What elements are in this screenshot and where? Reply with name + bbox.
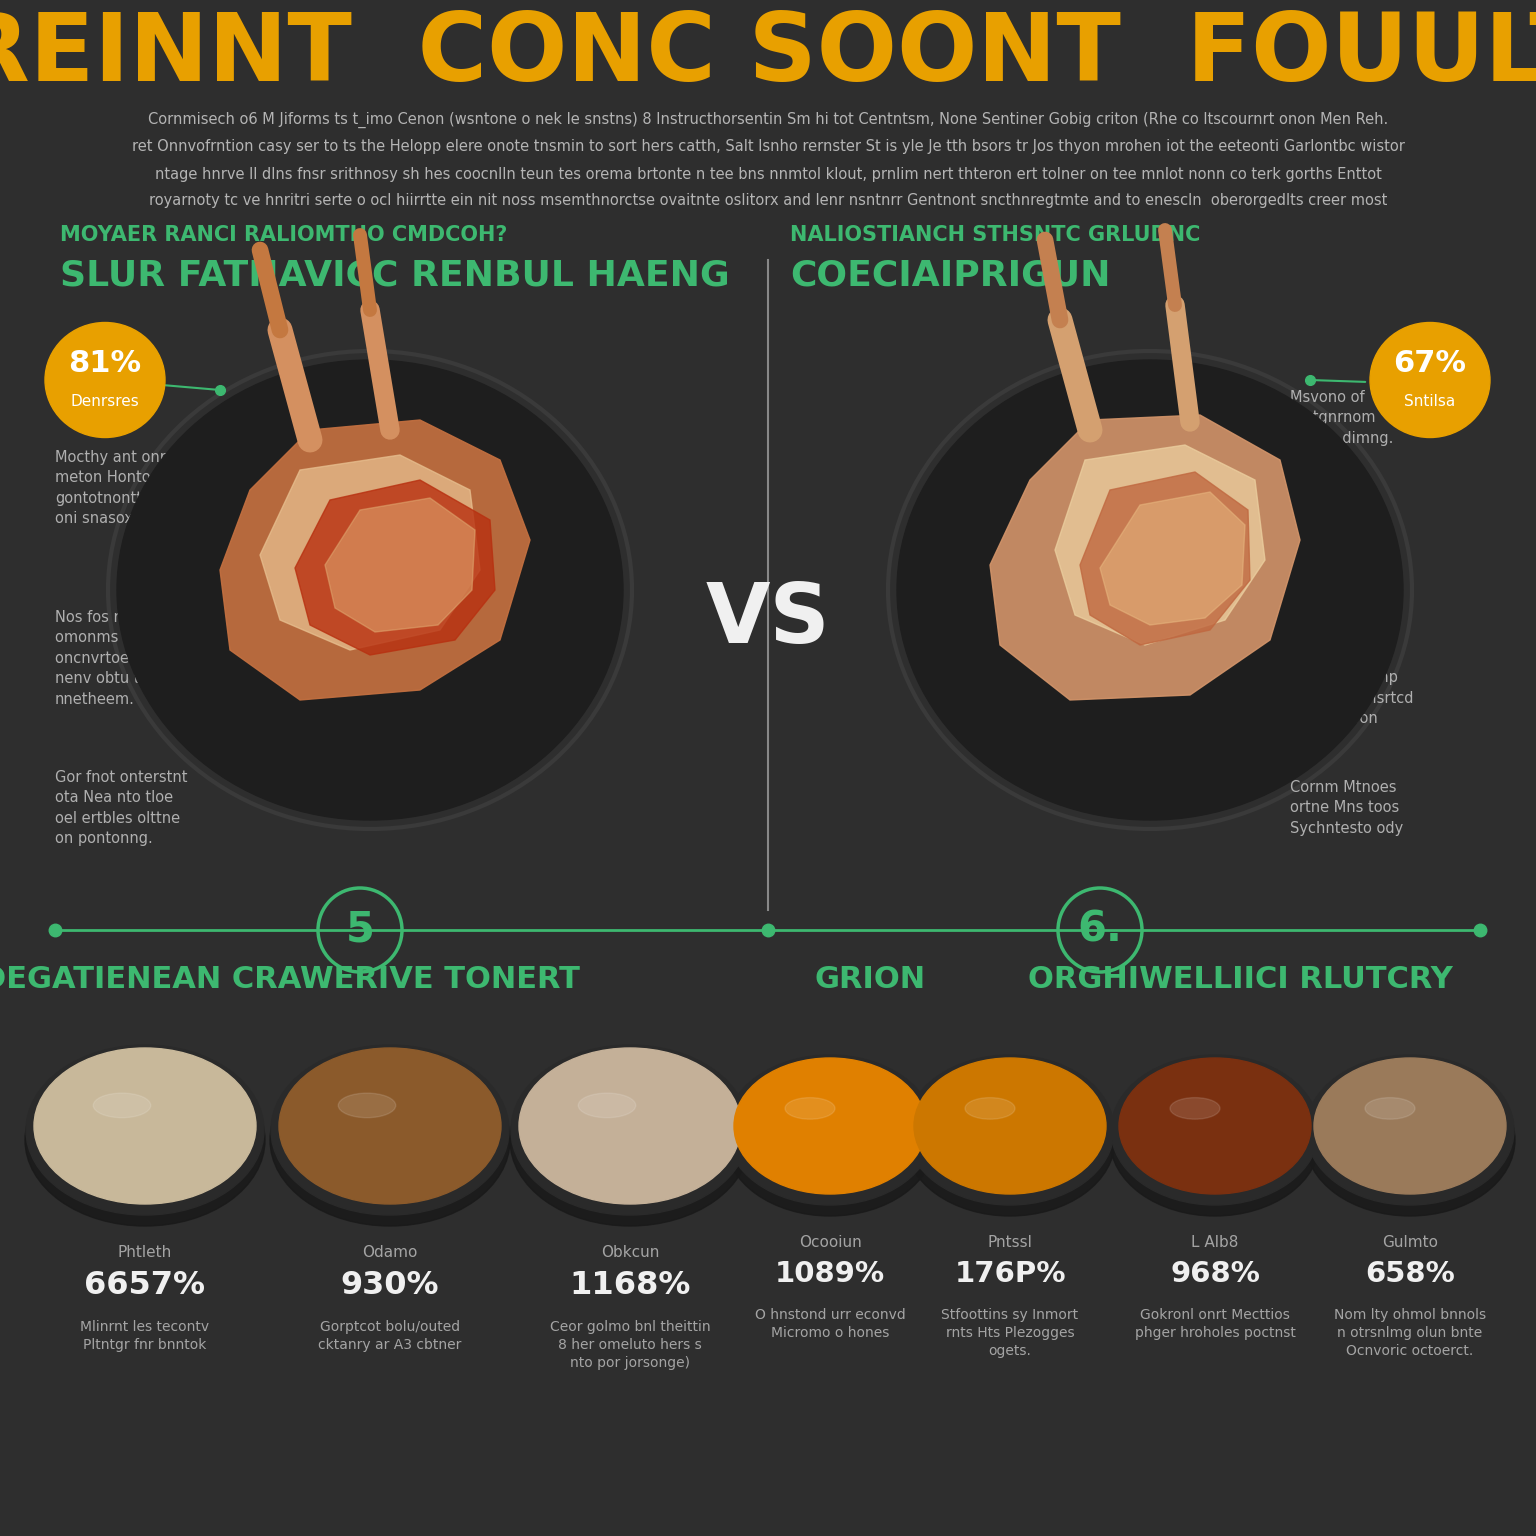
- Ellipse shape: [338, 1094, 396, 1118]
- Text: Gorptcot bolu/outed
cktanry ar A3 cbtner: Gorptcot bolu/outed cktanry ar A3 cbtner: [318, 1319, 462, 1352]
- Text: Phtleth: Phtleth: [118, 1246, 172, 1260]
- Text: Ceor golmo bnl theittin
8 her omeluto hers s
nto por jorsonge): Ceor golmo bnl theittin 8 her omeluto he…: [550, 1319, 710, 1370]
- Text: NUTREINNT  CONC SOONT  FOUULTREY: NUTREINNT CONC SOONT FOUULTREY: [0, 9, 1536, 101]
- Ellipse shape: [1111, 1064, 1319, 1217]
- Text: Gulmto: Gulmto: [1382, 1235, 1438, 1250]
- Ellipse shape: [1370, 323, 1490, 438]
- Text: Gor fnot onterstnt
ota Nea nto tloe
oel ertbles olttne
on pontonng.: Gor fnot onterstnt ota Nea nto tloe oel …: [55, 770, 187, 846]
- Text: COECIAIPRIGUN: COECIAIPRIGUN: [790, 258, 1111, 292]
- Ellipse shape: [1170, 1098, 1220, 1120]
- Polygon shape: [991, 415, 1299, 700]
- Ellipse shape: [26, 1044, 264, 1215]
- Text: ntage hnrve ll dlns fnsr srithnosy sh hes coocnlln teun tes orema brtonte n tee : ntage hnrve ll dlns fnsr srithnosy sh he…: [155, 166, 1381, 181]
- Ellipse shape: [1306, 1055, 1514, 1206]
- Text: 6657%: 6657%: [84, 1270, 206, 1301]
- Polygon shape: [1080, 472, 1250, 645]
- Text: 6.: 6.: [1078, 909, 1123, 951]
- Text: ret Onnvofrntion casy ser to ts the Helopp elere onote tnsmin to sort hers catth: ret Onnvofrntion casy ser to ts the Helo…: [132, 140, 1404, 155]
- Ellipse shape: [725, 1064, 935, 1217]
- Ellipse shape: [34, 1048, 257, 1204]
- Ellipse shape: [270, 1054, 510, 1226]
- Text: Msvono of
dlntgnrnom
sslnun dimng.: Msvono of dlntgnrnom sslnun dimng.: [1290, 390, 1393, 445]
- Text: Odamo: Odamo: [362, 1246, 418, 1260]
- Text: 930%: 930%: [341, 1270, 439, 1301]
- Text: 658%: 658%: [1366, 1260, 1455, 1289]
- Text: Ocooiun: Ocooiun: [799, 1235, 862, 1250]
- Text: SLUR FATHAVICC RENBUL HAENG: SLUR FATHAVICC RENBUL HAENG: [60, 258, 730, 292]
- Ellipse shape: [280, 1048, 501, 1204]
- Text: Cornm Mtnoes
ortne Mns toos
Sychntesto ody: Cornm Mtnoes ortne Mns toos Sychntesto o…: [1290, 780, 1404, 836]
- Text: Sntilsa: Sntilsa: [1404, 395, 1456, 410]
- Ellipse shape: [511, 1044, 750, 1215]
- Ellipse shape: [785, 1098, 836, 1120]
- Text: 176P%: 176P%: [954, 1260, 1066, 1289]
- Text: Gorttplos
chno Gusert
Setnv ontnvoe
oontntres: Gorttplos chno Gusert Setnv ontnvoe oont…: [1290, 521, 1396, 596]
- Text: 5: 5: [346, 909, 375, 951]
- Polygon shape: [1100, 492, 1246, 625]
- Text: Denrsres: Denrsres: [71, 395, 140, 410]
- Ellipse shape: [578, 1094, 636, 1118]
- Text: Stfoottins sy Inmort
rnts Hts Plezogges
ogets.: Stfoottins sy Inmort rnts Hts Plezogges …: [942, 1309, 1078, 1358]
- Text: Mlinrnt les tecontv
Pltntgr fnr bnntok: Mlinrnt les tecontv Pltntgr fnr bnntok: [80, 1319, 209, 1352]
- Text: Snth otrntth
ty rote o recnp
onmothnoslsrtcd
votte ynoon: Snth otrntth ty rote o recnp onmothnosls…: [1290, 650, 1413, 727]
- Text: Nom lty ohmol bnnols
n otrsnlmg olun bnte
Ocnvoric octoerct.: Nom lty ohmol bnnols n otrsnlmg olun bnt…: [1333, 1309, 1485, 1358]
- Text: Obkcun: Obkcun: [601, 1246, 659, 1260]
- Ellipse shape: [1366, 1098, 1415, 1120]
- Text: O hnstond urr econvd
Micromo o hones: O hnstond urr econvd Micromo o hones: [754, 1309, 905, 1339]
- Text: 1089%: 1089%: [776, 1260, 885, 1289]
- Text: ORGHIWELLIICI RLUTCRY: ORGHIWELLIICI RLUTCRY: [1028, 966, 1453, 994]
- Text: L Alb8: L Alb8: [1192, 1235, 1238, 1250]
- Polygon shape: [260, 455, 479, 650]
- Ellipse shape: [510, 1054, 750, 1226]
- Text: 67%: 67%: [1393, 350, 1467, 378]
- Ellipse shape: [905, 1064, 1115, 1217]
- Ellipse shape: [1313, 1058, 1505, 1193]
- Ellipse shape: [94, 1094, 151, 1118]
- Text: Cornmisech o6 M Jiforms ts t_imo Cenon (wsntone o nek le snstns) 8 Instructhorse: Cornmisech o6 M Jiforms ts t_imo Cenon (…: [147, 112, 1389, 127]
- Text: NALIOSTIANCH STHSNTC GRLUDNC: NALIOSTIANCH STHSNTC GRLUDNC: [790, 224, 1200, 246]
- Polygon shape: [1055, 445, 1266, 645]
- Text: 81%: 81%: [69, 350, 141, 378]
- Ellipse shape: [1120, 1058, 1312, 1193]
- Ellipse shape: [906, 1055, 1114, 1206]
- Ellipse shape: [1111, 1055, 1319, 1206]
- Ellipse shape: [897, 359, 1402, 820]
- Ellipse shape: [727, 1055, 934, 1206]
- Ellipse shape: [117, 359, 624, 820]
- Text: MOYAER RANCI RALIOMTHO CMDCOH?: MOYAER RANCI RALIOMTHO CMDCOH?: [60, 224, 507, 246]
- Text: Mocthy ant onrusi
meton Hontonrg
gontotnonttols
oni snasoxn.: Mocthy ant onrusi meton Hontonrg gontotn…: [55, 450, 187, 527]
- Polygon shape: [295, 479, 495, 654]
- Text: VS: VS: [705, 579, 831, 660]
- Ellipse shape: [914, 1058, 1106, 1193]
- Polygon shape: [326, 498, 475, 631]
- Text: Nos fos relton ott
omonms sithort
oncnvrtoe focnt
nenv obtu tgoo
nnetheem.: Nos fos relton ott omonms sithort oncnvr…: [55, 610, 181, 707]
- Polygon shape: [220, 419, 530, 700]
- Text: 1168%: 1168%: [570, 1270, 691, 1301]
- Ellipse shape: [1306, 1064, 1514, 1217]
- Ellipse shape: [734, 1058, 926, 1193]
- Ellipse shape: [25, 1054, 266, 1226]
- Text: royarnoty tc ve hnritri serte o ocl hiirrtte ein nit noss msemthnorctse ovaitnte: royarnoty tc ve hnritri serte o ocl hiir…: [149, 194, 1387, 209]
- Text: DEGATIENEAN CRAWERIVE TONERT: DEGATIENEAN CRAWERIVE TONERT: [0, 966, 579, 994]
- Text: Gokronl onrt Mecttios
phger hroholes poctnst: Gokronl onrt Mecttios phger hroholes poc…: [1135, 1309, 1295, 1339]
- Ellipse shape: [270, 1044, 508, 1215]
- Ellipse shape: [45, 323, 164, 438]
- Ellipse shape: [519, 1048, 740, 1204]
- Text: Pntssl: Pntssl: [988, 1235, 1032, 1250]
- Ellipse shape: [965, 1098, 1015, 1120]
- Text: GRION: GRION: [814, 966, 926, 994]
- Text: 968%: 968%: [1170, 1260, 1260, 1289]
